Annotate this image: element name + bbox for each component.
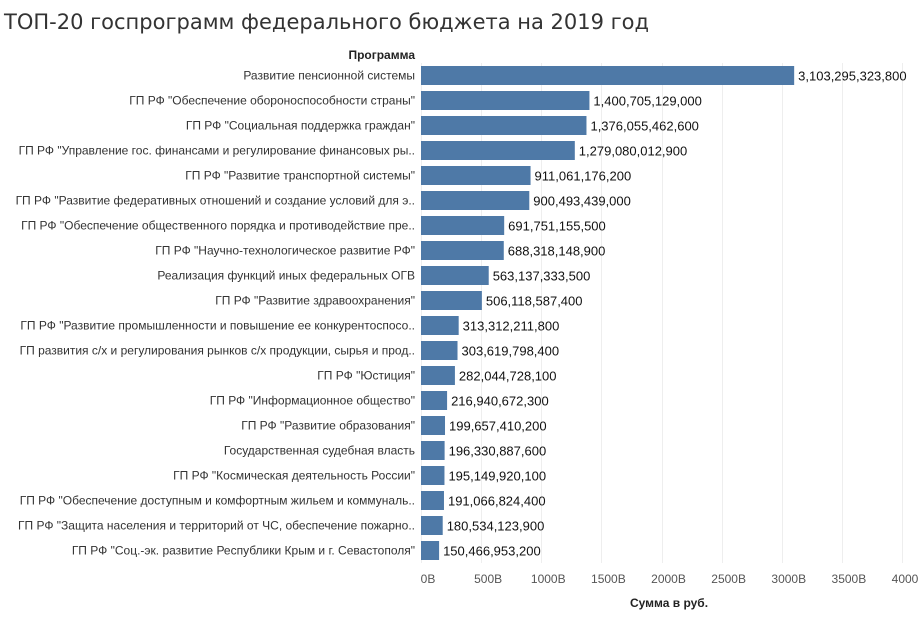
value-label: 691,751,155,500 [508,219,606,234]
category-label: ГП РФ "Юстиция" [317,369,415,383]
category-label: ГП РФ "Социальная поддержка граждан" [186,119,415,133]
value-label: 900,493,439,000 [533,194,631,209]
bar [421,191,530,210]
value-label: 180,534,123,900 [447,519,545,534]
value-label: 563,137,333,500 [493,269,591,284]
value-label: 303,619,798,400 [462,344,560,359]
category-label: Реализация функций иных федеральных ОГВ [157,269,415,283]
chart-title: ТОП-20 госпрограмм федерального бюджета … [3,10,649,34]
category-label: ГП РФ "Научно-технологическое развитие Р… [155,244,415,258]
value-label: 1,376,055,462,600 [590,119,698,134]
x-tick-label: 2000B [651,572,686,586]
category-label: ГП РФ "Управление гос. финансами и регул… [19,144,415,158]
category-label: ГП РФ "Развитие федеративных отношений и… [16,194,415,208]
category-label: ГП РФ "Развитие образования" [241,419,415,433]
bar [421,491,444,510]
bar [421,91,590,110]
bar [421,516,443,535]
value-label: 506,118,587,400 [486,294,583,309]
value-label: 216,940,672,300 [451,394,549,409]
category-label: ГП РФ "Развитие здравоохранения" [215,294,415,308]
value-label: 3,103,295,323,800 [798,69,906,84]
x-tick-label: 0B [421,572,436,586]
x-axis-label: Сумма в руб. [630,596,708,610]
row-header: Программа [348,48,415,62]
x-tick-label: 1000B [531,572,566,586]
category-label: ГП РФ "Информационное общество" [210,394,415,408]
value-label: 911,061,176,200 [535,169,632,184]
bar [421,541,440,560]
bar [421,391,448,410]
x-axis-ticks: 0B 500B 1000B 1500B 2000B 2500B 3000B 3500B 4000… [421,572,919,586]
bar [421,441,445,460]
bar [421,166,531,185]
bars [421,66,795,560]
value-label: 1,400,705,129,000 [593,94,701,109]
x-tick-label: 500B [474,572,502,586]
x-tick-label: 2500B [711,572,746,586]
bar [421,66,795,85]
value-label: 196,330,887,600 [449,444,547,459]
gridlines [421,63,903,563]
category-label: Государственная судебная власть [224,444,415,458]
value-label: 282,044,728,100 [459,369,557,384]
category-label: ГП РФ "Обеспечение общественного порядка… [21,219,415,233]
category-labels: Развитие пенсионной системы ГП РФ "Обеспе… [16,69,415,558]
value-label: 150,466,953,200 [443,544,541,559]
value-label: 313,312,211,800 [463,319,560,334]
bar [421,241,504,260]
category-label: Развитие пенсионной системы [243,69,415,83]
category-label: ГП РФ "Развитие промышленности и повышен… [20,319,415,333]
bar [421,116,587,135]
value-labels: 3,103,295,323,800 1,400,705,129,000 1,376,… [443,69,907,559]
bar [421,291,482,310]
value-label: 688,318,148,900 [508,244,606,259]
bar [421,216,505,235]
category-label: ГП РФ "Обеспечение обороноспособности ст… [129,94,415,108]
bar [421,316,459,335]
category-label: ГП РФ "Космическая деятельность России" [173,469,415,483]
value-label: 195,149,920,100 [448,469,546,484]
category-label: ГП РФ "Соц.-эк. развитие Республики Крым… [72,544,415,558]
x-tick-label: 4000B [892,572,919,586]
bar [421,341,458,360]
x-tick-label: 1500B [591,572,626,586]
value-label: 191,066,824,400 [448,494,546,509]
value-label: 1,279,080,012,900 [579,144,687,159]
x-tick-label: 3000B [771,572,806,586]
bar [421,466,445,485]
x-tick-label: 3500B [832,572,867,586]
bar [421,141,575,160]
bar [421,366,455,385]
bar [421,266,489,285]
category-label: ГП РФ "Защита населения и территорий от … [18,519,415,533]
category-label: ГП РФ "Обеспечение доступным и комфортны… [20,494,415,508]
category-label: ГП развития с/х и регулирования рынков с… [20,344,415,358]
category-label: ГП РФ "Развитие транспортной системы" [185,169,415,183]
value-label: 199,657,410,200 [449,419,547,434]
bar [421,416,446,435]
